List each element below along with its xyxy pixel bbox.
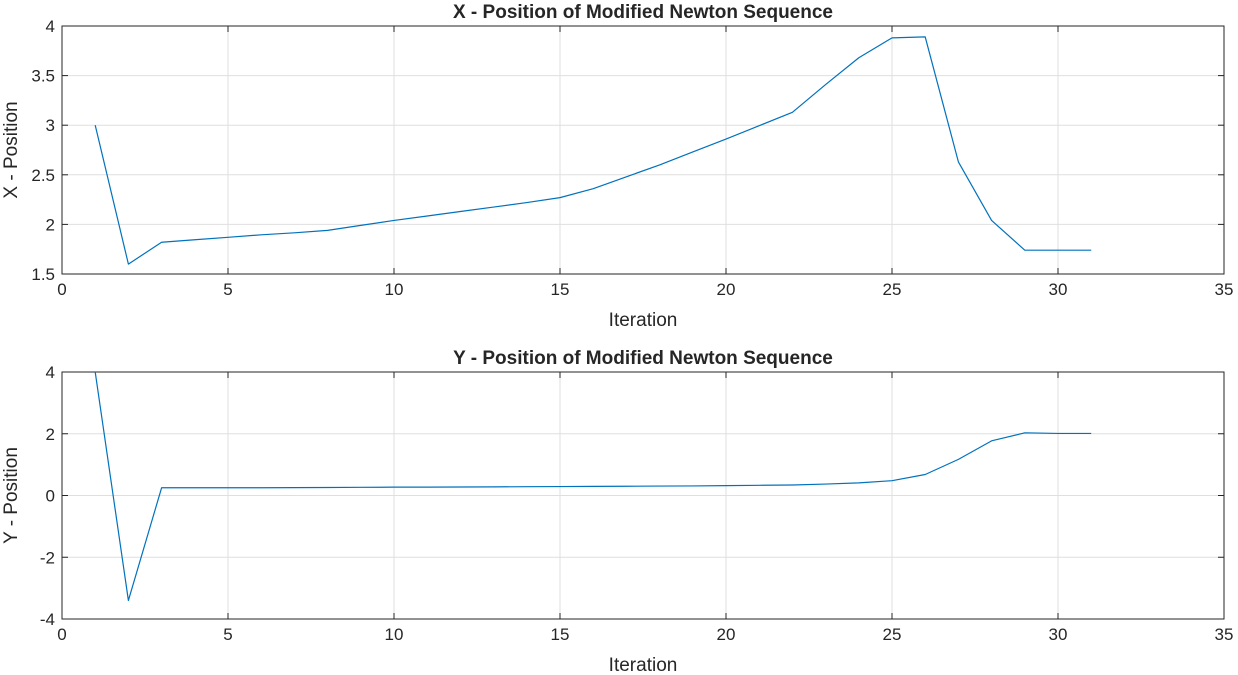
y-tick-label: 3.5 [31, 67, 55, 86]
x-tick-label: 0 [57, 280, 66, 299]
grid [62, 26, 1224, 274]
x-tick-label: 15 [551, 625, 570, 644]
x-tick-label: 10 [385, 625, 404, 644]
y-tick-label: 3 [46, 116, 55, 135]
x-tick-label: 0 [57, 625, 66, 644]
y-tick-label: -2 [40, 548, 55, 567]
x-axis-label: Iteration [609, 655, 678, 675]
chart-title: X - Position of Modified Newton Sequence [453, 2, 833, 23]
x-tick-label: 20 [717, 280, 736, 299]
series-line [94, 371, 1092, 602]
x-tick-label: 30 [1049, 625, 1068, 644]
x-tick-label: 30 [1049, 280, 1068, 299]
y-tick-label: -4 [40, 610, 55, 629]
x-tick-label: 25 [883, 280, 902, 299]
y-tick-label: 2 [46, 425, 55, 444]
x-axis-label: Iteration [609, 310, 678, 331]
grid [62, 372, 1224, 619]
y-tick-label: 2 [46, 215, 55, 234]
series-line [94, 36, 1092, 265]
y-axis-label: X - Position [1, 101, 22, 198]
x-tick-label: 20 [717, 625, 736, 644]
y-tick-label: 0 [46, 487, 55, 506]
y-position-subplot: 0 5 10 15 20 25 30 35 -4 -2 0 2 4 Y - Position of Mod… [1, 348, 1233, 675]
y-tick-label: 2.5 [31, 166, 55, 185]
y-tick-label: 4 [46, 363, 55, 382]
x-tick-label: 5 [223, 625, 232, 644]
x-tick-label: 35 [1215, 625, 1234, 644]
y-tick-label: 1.5 [31, 265, 55, 284]
y-tick-label: 4 [46, 17, 55, 36]
x-position-subplot: 0 5 10 15 20 25 30 35 1.5 2 2.5 3 3.5 4 X - Position o… [1, 2, 1233, 331]
chart-title: Y - Position of Modified Newton Sequence [453, 348, 833, 369]
x-tick-label: 35 [1215, 280, 1234, 299]
x-tick-label: 10 [385, 280, 404, 299]
axes-box [61, 25, 1225, 275]
x-tick-label: 5 [223, 280, 232, 299]
x-tick-label: 15 [551, 280, 570, 299]
y-axis-label: Y - Position [1, 447, 22, 544]
x-tick-label: 25 [883, 625, 902, 644]
